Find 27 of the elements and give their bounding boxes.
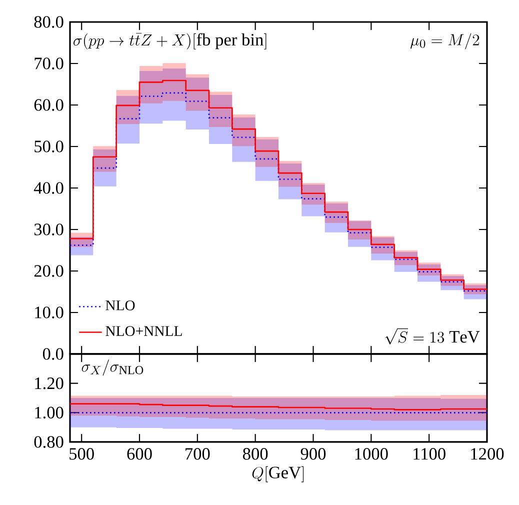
text: $\sigma(pp\to t\bar{t}Z+X)[\mathrm{fb\ per\ bin}]$ [74, 33, 266, 50]
x-tick-label: 1100 [414, 448, 446, 460]
y-tick-label: 20.0 [34, 265, 64, 277]
x-tick-label: 1200 [471, 448, 504, 460]
y-tick-label: 40.0 [34, 182, 64, 194]
legend-label: NLO+NNLL [106, 326, 182, 336]
annotation: $\sigma_X/\sigma_{\mathrm{NLO}}$ [82, 360, 144, 376]
y-tick-label: 0.80 [34, 436, 64, 448]
y-tick-label: 0.0 [42, 348, 64, 360]
x-tick-label: 600 [127, 448, 152, 460]
y-tick-label: 1.00 [35, 406, 64, 419]
legend-label: NLO [106, 300, 135, 310]
x-tick-label: 800 [243, 448, 268, 460]
y-tick-label: 60.0 [34, 99, 64, 111]
x-axis-title: $Q[\mathrm{GeV}]$ [252, 466, 304, 482]
x-tick-label: 700 [186, 448, 210, 460]
x-tick-label: 500 [70, 448, 94, 460]
y-tick-label: 50.0 [34, 140, 64, 152]
x-tick-label: 1000 [355, 448, 388, 460]
annotation: $\sqrt{S}=13\ \mathrm{TeV}$ [385, 328, 480, 344]
y-tick-label: 70.0 [34, 58, 64, 70]
y-tick-label: 10.0 [35, 306, 64, 318]
y-tick-label: 30.0 [34, 224, 64, 236]
y-tick-label: 80.0 [34, 16, 64, 28]
y-tick-label: 1.20 [35, 377, 64, 390]
x-tick-label: 900 [300, 448, 326, 460]
annotation: $\mu_0=M/2$ [410, 33, 480, 50]
